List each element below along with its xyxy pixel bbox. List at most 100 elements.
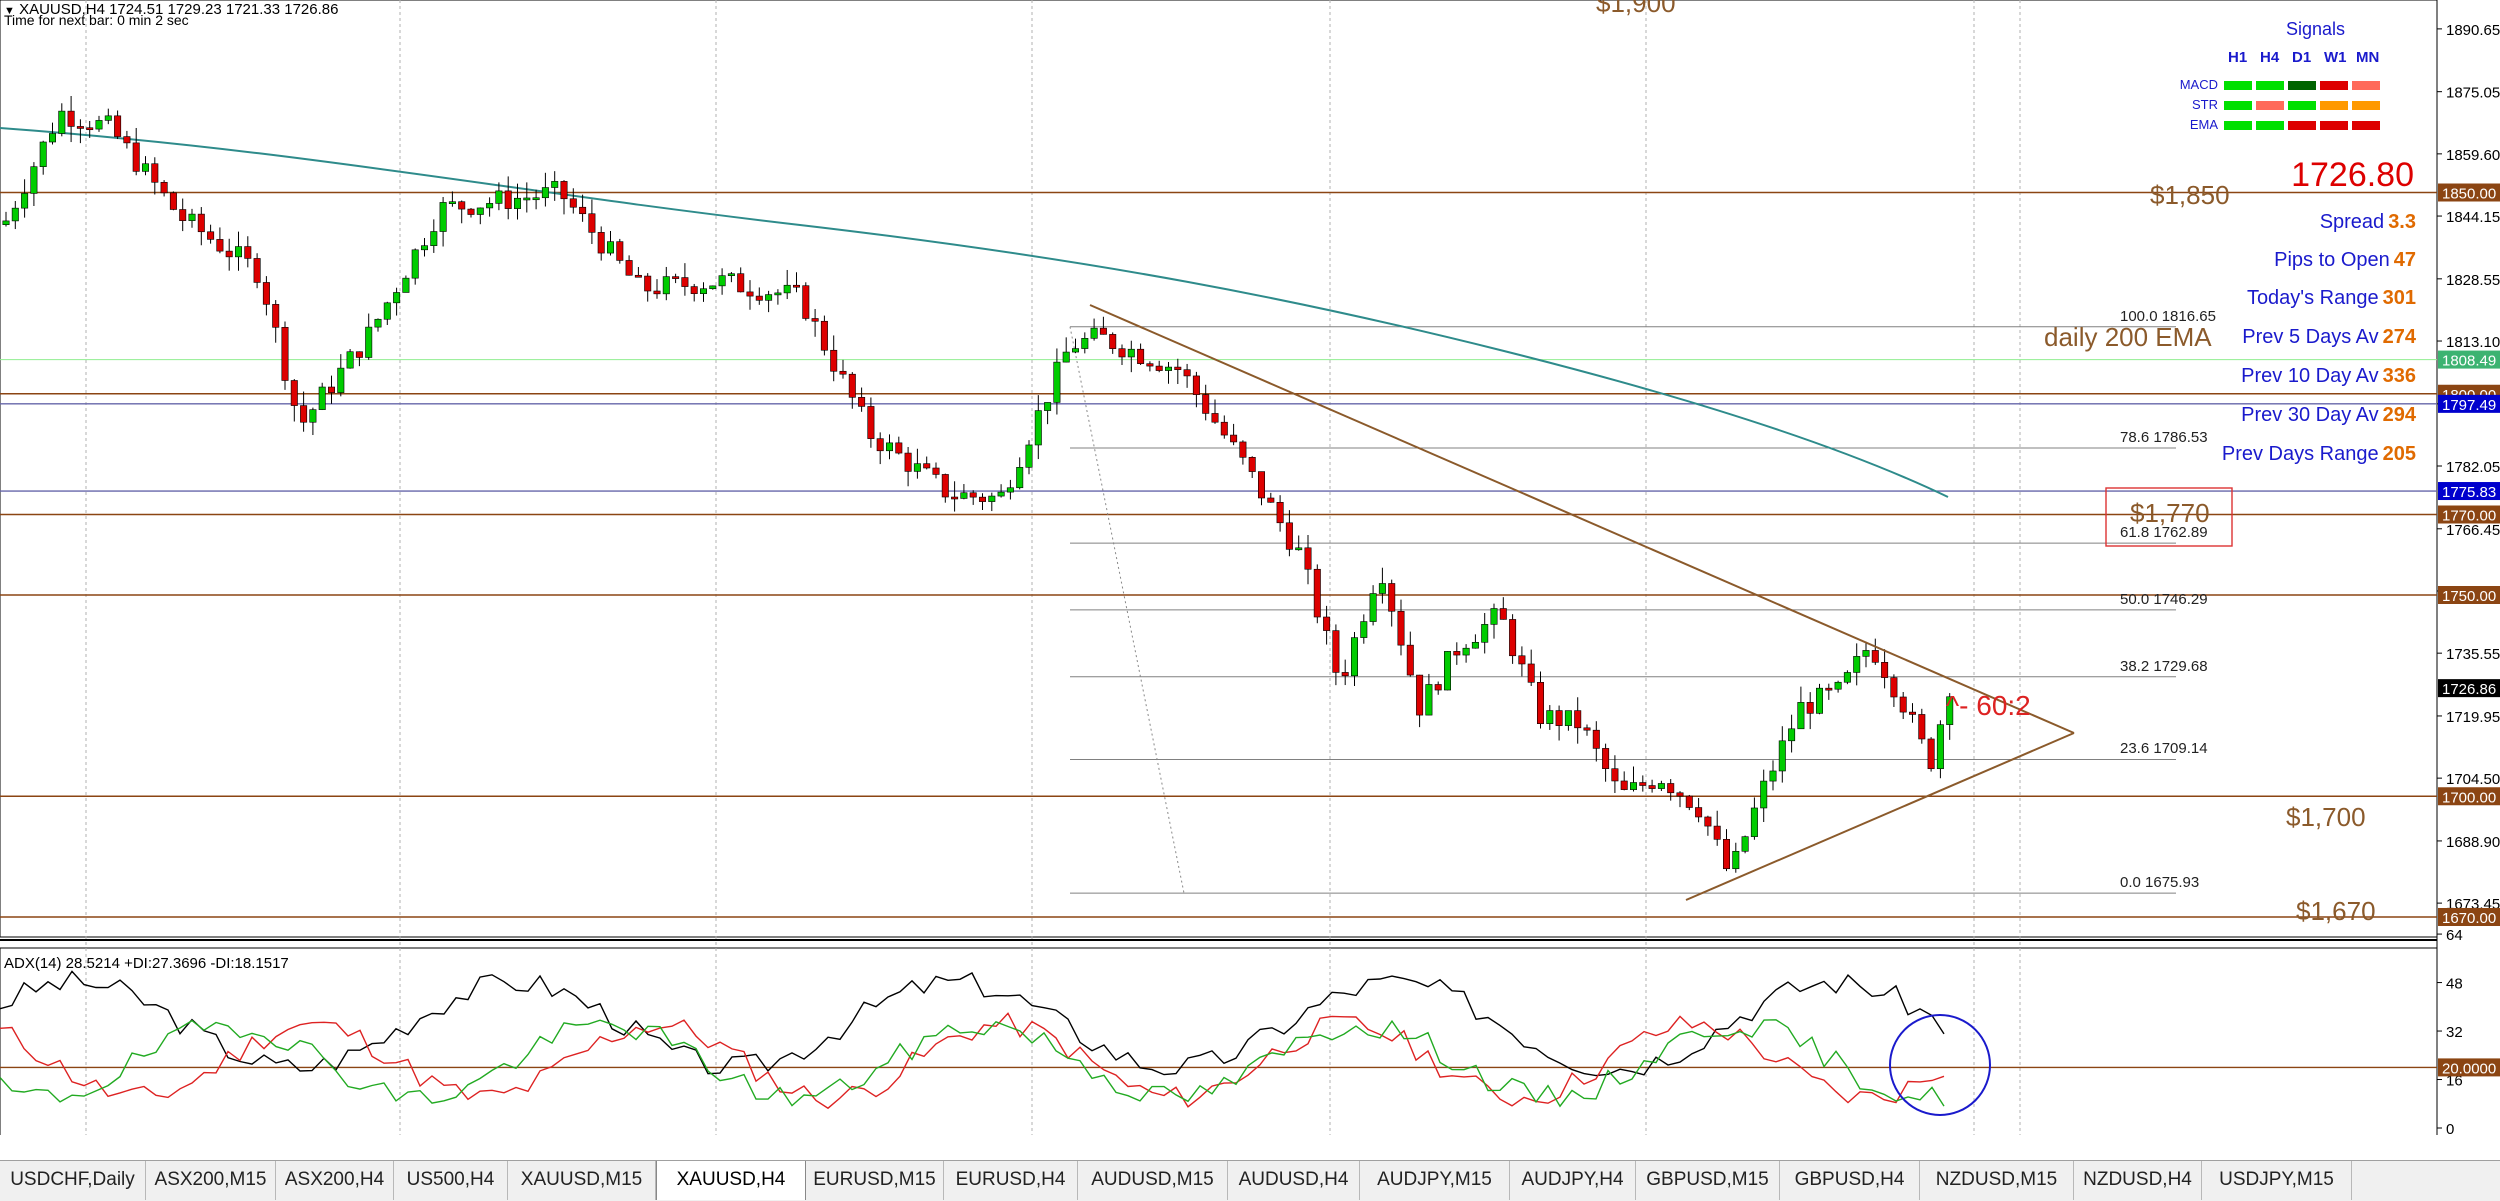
info-row: Prev 5 Days Av 274 [2242,327,2416,347]
price-tick-label: 1875.05 [2446,85,2500,102]
ema-200-line [0,127,1949,498]
candle-body [1936,724,1944,770]
candle-body [1034,410,1042,446]
candle-body [913,463,921,472]
candle-body [532,197,540,201]
price-tick-label: 1813.10 [2446,334,2500,351]
chart-tab[interactable]: XAUUSD,H4 [656,1161,806,1200]
candle-body [1843,672,1851,683]
candle-body [1351,637,1359,677]
price-tick-label: 1890.65 [2446,22,2500,39]
candle-body [625,260,633,276]
menu-triangle-icon[interactable]: ▼ [4,5,15,17]
adx-level-badge-text: 20.0000 [2442,1060,2496,1077]
candle-body [1183,369,1191,377]
candle-body [393,292,401,304]
candle-body [1202,394,1210,414]
fibonacci-retracement [1069,326,2233,894]
candle-body [1602,748,1610,769]
candle-body [1704,816,1712,827]
candle-body [476,207,484,215]
price-badge-text: 1808.49 [2442,353,2496,370]
candle-body [448,201,456,204]
chart-tab[interactable]: NZDUSD,H4 [2074,1161,2202,1200]
candle-body [439,202,447,232]
candle-body [932,467,940,475]
chart-tab[interactable]: AUDUSD,H4 [1228,1161,1360,1200]
info-row-label: Today's Range [2246,287,2379,309]
candle-body [1918,714,1926,740]
candle-body [1174,366,1182,370]
candle-body [606,241,614,254]
candle-body [1537,682,1545,724]
candle-body [1890,677,1898,698]
chart-tab[interactable]: US500,H4 [394,1161,508,1200]
chart-tab[interactable]: AUDJPY,H4 [1510,1161,1636,1200]
ema-label: daily 200 EMA [2044,322,2212,352]
candle-body [1360,621,1368,638]
price-badge-text: 1750.00 [2442,588,2496,605]
candle-body [867,406,875,439]
fib-diagonal [1069,326,1185,894]
price-tick-label: 1828.55 [2446,272,2500,289]
chart-tab[interactable]: AUDUSD,M15 [1078,1161,1228,1200]
candle-body [225,250,233,258]
price-badge-text: 1726.86 [2442,681,2496,698]
candle-body [653,290,661,295]
candle-body [1137,348,1145,364]
candle-body [858,397,866,407]
chart-tab[interactable]: XAUUSD,M15 [508,1161,656,1200]
candle-body [21,193,29,209]
candle-body [1871,650,1879,663]
candle-body [1220,421,1228,436]
candle-body [1732,850,1740,870]
candle-body [48,133,56,143]
candle-body [95,120,103,130]
candle-body [895,442,903,454]
candle-body [197,213,205,233]
candle-body [737,273,745,293]
price-badge-text: 1775.83 [2442,484,2496,501]
chart-tab[interactable]: USDCHF,Daily [0,1161,146,1200]
candle-body [1062,351,1070,363]
candle-body [513,197,521,209]
candle-body [1165,366,1173,371]
price-tick-label: 1859.60 [2446,147,2500,164]
chart-tab[interactable]: EURUSD,H4 [944,1161,1078,1200]
chart-tab[interactable]: ASX200,M15 [146,1161,276,1200]
candle-body [588,213,596,233]
candle-body [30,166,38,194]
trendlines [1089,304,2075,901]
candle-body [1481,624,1489,643]
chart-tab[interactable]: GBPUSD,M15 [1636,1161,1780,1200]
chart-tab[interactable]: NZDUSD,M15 [1920,1161,2074,1200]
candle-body [1285,522,1293,550]
chart-tab[interactable]: USDJPY,M15 [2202,1161,2352,1200]
candle-body [1676,792,1684,797]
chart-tab[interactable]: EURUSD,M15 [806,1161,944,1200]
chart-tab[interactable]: AUDJPY,M15 [1360,1161,1510,1200]
candle-body [1490,608,1498,625]
candle-body [1146,363,1154,367]
price-tick-label: 1844.15 [2446,209,2500,226]
minus-di-line [0,1012,1945,1110]
horizontal-levels [0,191,2437,918]
candle-body [1090,327,1098,339]
fib-label: 50.0 1746.29 [2120,590,2208,608]
candle-body [1425,684,1433,716]
chart-tab[interactable]: GBPUSD,H4 [1780,1161,1920,1200]
candle-body [1258,471,1266,499]
candle-body [244,246,252,259]
candle-body [690,286,698,294]
candle-body [746,291,754,297]
chart-tab[interactable]: ASX200,H4 [276,1161,394,1200]
signal-cell [2256,101,2284,110]
candle-body [1713,825,1721,840]
candle-body [597,232,605,254]
candle-body [458,201,466,210]
candle-body [76,126,84,129]
candle-body [1592,729,1600,749]
signals-title: Signals [2286,19,2346,39]
signal-cell [2320,121,2348,130]
price-chart[interactable]: 64 48 32 16 0 20.0000 1890.65 1875.05 1859.60 184… [0,0,2500,1135]
